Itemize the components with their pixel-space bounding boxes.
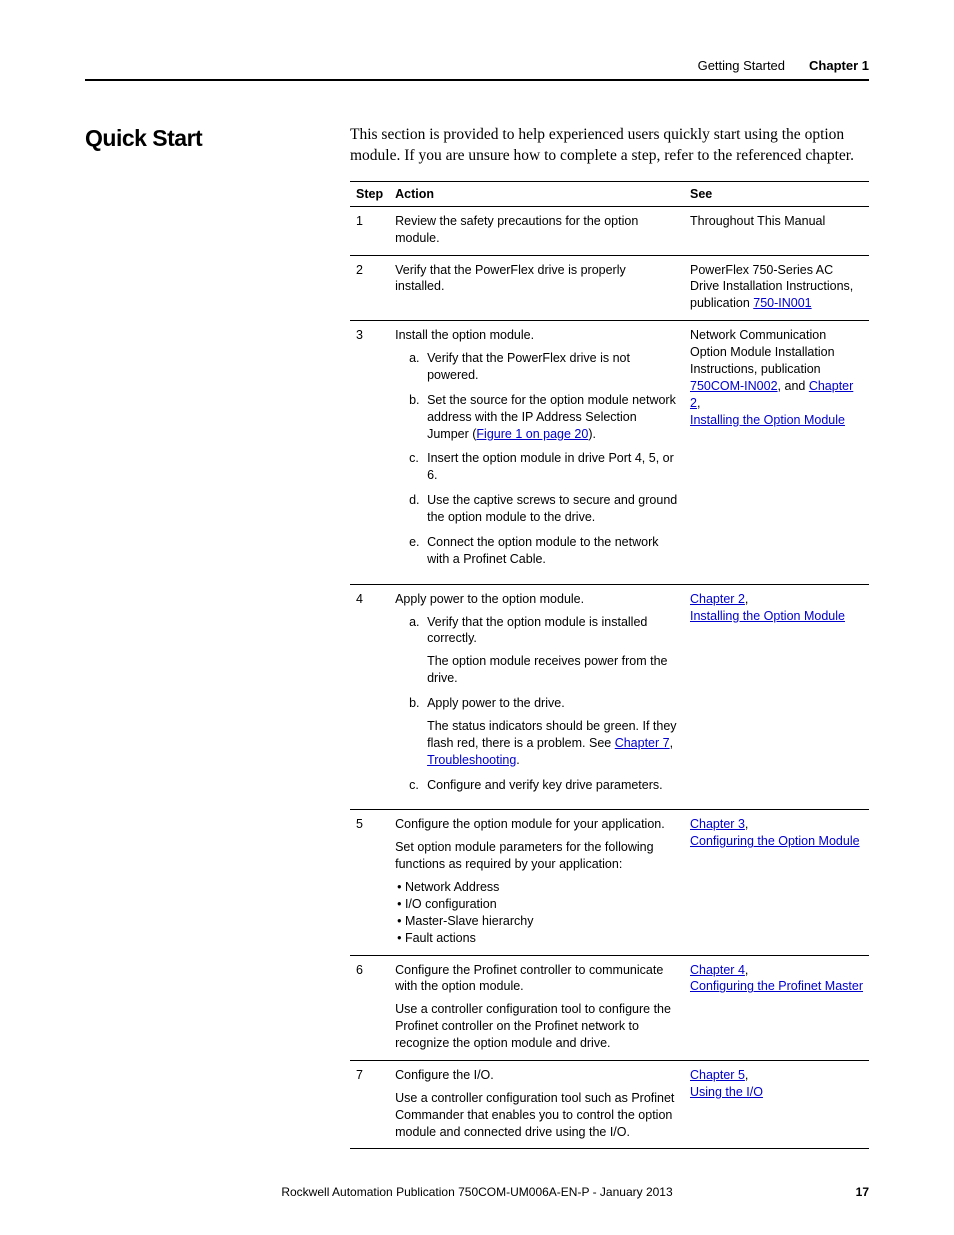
step-number: 3	[350, 321, 389, 585]
section-link[interactable]: Configuring the Profinet Master	[690, 979, 863, 993]
substep-list: a.Verify that the PowerFlex drive is not…	[395, 350, 678, 568]
action-cell: Review the safety precautions for the op…	[389, 206, 684, 255]
footer-publication: Rockwell Automation Publication 750COM-U…	[125, 1185, 829, 1199]
action-cell: Configure the I/O. Use a controller conf…	[389, 1060, 684, 1149]
step-number: 6	[350, 955, 389, 1060]
bullet-item: Fault actions	[397, 930, 678, 947]
see-cell: PowerFlex 750-Series AC Drive Installati…	[684, 255, 869, 321]
action-lead: Configure the option module for your app…	[395, 817, 665, 831]
see-cell: Network Communication Option Module Inst…	[684, 321, 869, 585]
table-row: 3 Install the option module. a.Verify th…	[350, 321, 869, 585]
left-column: Quick Start	[85, 125, 310, 1149]
action-lead: Configure the I/O.	[395, 1068, 494, 1082]
substep-c: c.Insert the option module in drive Port…	[409, 450, 678, 484]
action-lead: Apply power to the option module.	[395, 592, 584, 606]
step-number: 5	[350, 810, 389, 955]
action-cell: Install the option module. a.Verify that…	[389, 321, 684, 585]
action-para: Set option module parameters for the fol…	[395, 839, 678, 873]
action-para: Use a controller configuration tool to c…	[395, 1001, 678, 1052]
section-link[interactable]: Installing the Option Module	[690, 609, 845, 623]
step-number: 4	[350, 584, 389, 810]
right-column: This section is provided to help experie…	[350, 125, 869, 1149]
chapter-link[interactable]: Chapter 2	[690, 592, 745, 606]
substep-a: a.Verify that the option module is insta…	[409, 614, 678, 688]
substep-note: The status indicators should be green. I…	[427, 718, 678, 769]
table-row: 1 Review the safety precautions for the …	[350, 206, 869, 255]
page-header: Getting Started Chapter 1	[85, 58, 869, 81]
substep-b: b.Set the source for the option module n…	[409, 392, 678, 443]
table-row: 5 Configure the option module for your a…	[350, 810, 869, 955]
figure-link[interactable]: Figure 1 on page 20	[476, 427, 588, 441]
section-heading: Quick Start	[85, 125, 310, 152]
section-link[interactable]: Installing the Option Module	[690, 413, 845, 427]
see-cell: Chapter 5, Using the I/O	[684, 1060, 869, 1149]
substep-d: d.Use the captive screws to secure and g…	[409, 492, 678, 526]
chapter-link[interactable]: Chapter 7	[615, 736, 670, 750]
bullet-item: Network Address	[397, 879, 678, 896]
see-cell: Chapter 2, Installing the Option Module	[684, 584, 869, 810]
action-cell: Apply power to the option module. a.Veri…	[389, 584, 684, 810]
action-para: Use a controller configuration tool such…	[395, 1090, 678, 1141]
substep-note: The option module receives power from th…	[427, 653, 678, 687]
substep-e: e.Connect the option module to the netwo…	[409, 534, 678, 568]
chapter-link[interactable]: Chapter 5	[690, 1068, 745, 1082]
step-number: 7	[350, 1060, 389, 1149]
step-number: 2	[350, 255, 389, 321]
substep-a: a.Verify that the PowerFlex drive is not…	[409, 350, 678, 384]
substep-c: c.Configure and verify key drive paramet…	[409, 777, 678, 794]
table-row: 6 Configure the Profinet controller to c…	[350, 955, 869, 1060]
header-chapter-label: Chapter 1	[809, 58, 869, 73]
pub-link[interactable]: 750COM-IN002	[690, 379, 778, 393]
substep-text: Configure and verify key drive parameter…	[427, 778, 663, 792]
table-row: 7 Configure the I/O. Use a controller co…	[350, 1060, 869, 1149]
bullet-item: I/O configuration	[397, 896, 678, 913]
section-link[interactable]: Troubleshooting	[427, 753, 516, 767]
substep-text: Use the captive screws to secure and gro…	[427, 493, 677, 524]
header-section-label: Getting Started	[698, 58, 785, 73]
see-cell: Chapter 3, Configuring the Option Module	[684, 810, 869, 955]
col-action: Action	[389, 181, 684, 206]
substep-list: a.Verify that the option module is insta…	[395, 614, 678, 794]
table-row: 4 Apply power to the option module. a.Ve…	[350, 584, 869, 810]
action-cell: Configure the option module for your app…	[389, 810, 684, 955]
chapter-link[interactable]: Chapter 3	[690, 817, 745, 831]
intro-paragraph: This section is provided to help experie…	[350, 125, 869, 167]
substep-text: Insert the option module in drive Port 4…	[427, 451, 674, 482]
pub-link[interactable]: 750-IN001	[753, 296, 811, 310]
section-link[interactable]: Configuring the Option Module	[690, 834, 860, 848]
action-cell: Verify that the PowerFlex drive is prope…	[389, 255, 684, 321]
bullet-item: Master-Slave hierarchy	[397, 913, 678, 930]
substep-text: Set the source for the option module net…	[427, 393, 676, 441]
bullet-list: Network Address I/O configuration Master…	[395, 879, 678, 947]
table-row: 2 Verify that the PowerFlex drive is pro…	[350, 255, 869, 321]
see-text: Network Communication Option Module Inst…	[690, 328, 835, 376]
substep-text: Verify that the PowerFlex drive is not p…	[427, 351, 630, 382]
col-see: See	[684, 181, 869, 206]
substep-text: Connect the option module to the network…	[427, 535, 658, 566]
page-footer: Rockwell Automation Publication 750COM-U…	[85, 1185, 869, 1199]
substep-b: b.Apply power to the drive. The status i…	[409, 695, 678, 769]
action-lead: Configure the Profinet controller to com…	[395, 963, 663, 994]
table-header-row: Step Action See	[350, 181, 869, 206]
action-lead: Install the option module.	[395, 328, 534, 342]
footer-page-number: 17	[829, 1185, 869, 1199]
page-container: Getting Started Chapter 1 Quick Start Th…	[0, 0, 954, 1149]
see-cell: Throughout This Manual	[684, 206, 869, 255]
content-area: Quick Start This section is provided to …	[85, 125, 869, 1149]
substep-text: Apply power to the drive.	[427, 696, 565, 710]
substep-text: Verify that the option module is install…	[427, 615, 647, 646]
step-number: 1	[350, 206, 389, 255]
col-step: Step	[350, 181, 389, 206]
quick-start-table: Step Action See 1 Review the safety prec…	[350, 181, 869, 1150]
see-cell: Chapter 4, Configuring the Profinet Mast…	[684, 955, 869, 1060]
section-link[interactable]: Using the I/O	[690, 1085, 763, 1099]
chapter-link[interactable]: Chapter 4	[690, 963, 745, 977]
action-cell: Configure the Profinet controller to com…	[389, 955, 684, 1060]
